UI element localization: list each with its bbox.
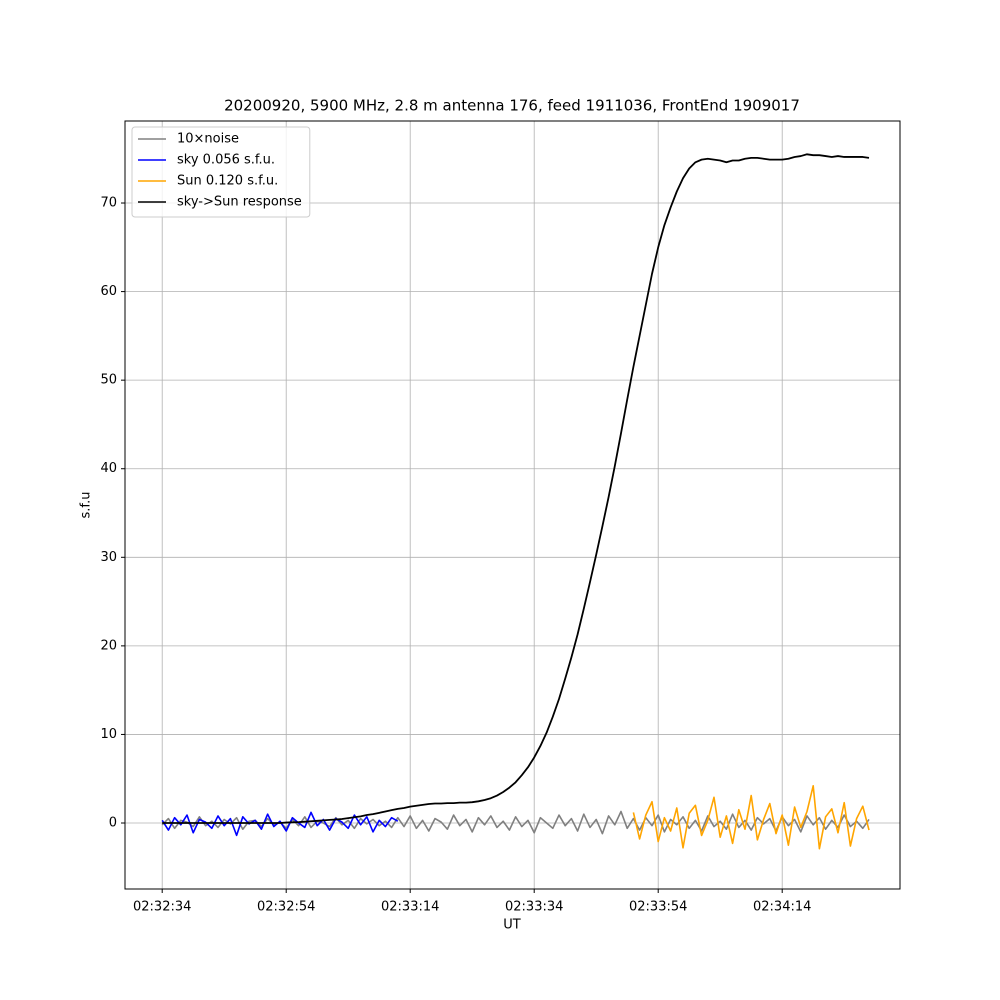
x-tick-label: 02:33:34: [505, 900, 563, 915]
legend-box: [131, 126, 311, 218]
x-tick-label: 02:32:54: [257, 900, 315, 915]
legend-label: 10×noise: [177, 132, 239, 147]
legend-label: sky 0.056 s.f.u.: [177, 153, 275, 168]
legend: 10×noise sky 0.056 s.f.u. Sun 0.120 s.f.u.…: [131, 126, 311, 218]
plot-frame: [124, 120, 901, 890]
x-tick-label: 02:32:34: [133, 900, 191, 915]
series-line: [161, 811, 399, 837]
y-tick-label: 70: [100, 196, 117, 211]
legend-label: Sun 0.120 s.f.u.: [177, 174, 278, 189]
x-tick-label: 02:33:14: [381, 900, 439, 915]
x-tick-label: 02:34:14: [753, 900, 811, 915]
y-tick-label: 60: [100, 284, 117, 299]
y-tick-label: 10: [100, 727, 117, 742]
y-tick-label: 30: [100, 550, 117, 565]
y-tick-label: 50: [100, 373, 117, 388]
y-axis-label: s.f.u: [79, 492, 94, 519]
series-line: [162, 153, 870, 824]
y-tick-label: 20: [100, 638, 117, 653]
y-tick-label: 40: [100, 461, 117, 476]
legend-label: sky->Sun response: [177, 195, 302, 210]
x-axis-label: UT: [503, 918, 521, 933]
series-line: [632, 785, 870, 850]
chart-title: 20200920, 5900 MHz, 2.8 m antenna 176, f…: [224, 97, 800, 115]
y-tick-label: 0: [109, 816, 117, 831]
x-tick-label: 02:33:54: [629, 900, 687, 915]
